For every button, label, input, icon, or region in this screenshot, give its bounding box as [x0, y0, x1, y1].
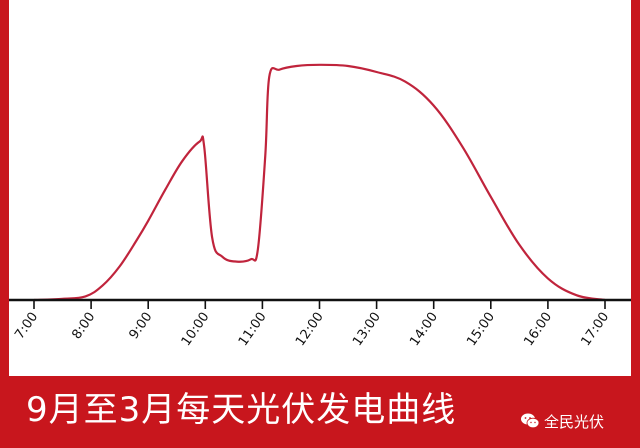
power-curve-chart: 7:00 8:00 9:00 10:00 11:00 12:00 13:00 14:00 15:…	[9, 63, 631, 349]
x-tick-label: 17:00	[578, 310, 612, 349]
x-tick-label: 7:00	[12, 310, 41, 343]
x-tick-label: 15:00	[464, 310, 498, 349]
power-curve-line	[33, 63, 606, 302]
x-tick-label: 14:00	[407, 310, 441, 349]
chart-title: 9月至3月每天光伏发电曲线	[26, 390, 457, 430]
chart-panel: 7:00 8:00 9:00 10:00 11:00 12:00 13:00 14:00 15:…	[9, 0, 631, 376]
watermark-text: 全民光伏	[544, 412, 605, 431]
wechat-icon	[521, 413, 540, 429]
x-tick-label: 9:00	[126, 310, 155, 343]
x-tick-label: 13:00	[350, 310, 384, 349]
x-tick-label: 11:00	[236, 310, 270, 349]
x-tick-label: 12:00	[293, 310, 327, 349]
x-tick-label: 8:00	[69, 310, 98, 343]
watermark: 全民光伏	[520, 409, 604, 433]
x-tick-label: 16:00	[521, 310, 555, 349]
x-tick-label: 10:00	[179, 310, 213, 349]
